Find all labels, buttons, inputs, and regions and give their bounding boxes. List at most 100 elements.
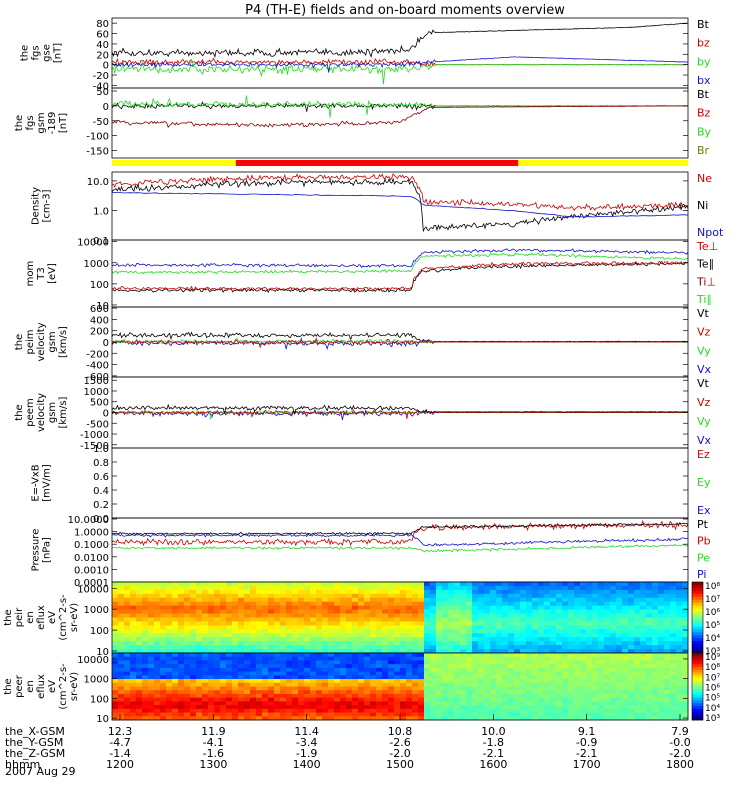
heatmap-cell: [148, 690, 155, 695]
heatmap-cell: [154, 660, 161, 665]
heatmap-cell: [574, 716, 581, 721]
heatmap-cell: [244, 601, 251, 607]
heatmap-cell: [532, 679, 539, 684]
heatmap-cell: [178, 617, 185, 622]
heatmap-cell: [658, 653, 665, 658]
heatmap-cell: [418, 686, 425, 691]
heatmap-cell: [268, 701, 275, 706]
heatmap-cell: [202, 660, 209, 665]
heatmap-cell: [154, 601, 161, 607]
heatmap-cell: [136, 679, 143, 684]
heatmap-cell: [394, 582, 401, 587]
heatmap-cell: [232, 671, 239, 676]
heatmap-cell: [196, 679, 203, 684]
heatmap-cell: [274, 656, 281, 661]
y-tick-label: -50: [93, 117, 109, 128]
heatmap-cell: [502, 705, 509, 710]
heatmap-cell: [196, 664, 203, 669]
heatmap-cell: [604, 701, 611, 706]
heatmap-cell: [334, 671, 341, 676]
heatmap-cell: [268, 653, 275, 658]
heatmap-cell: [574, 613, 581, 618]
heatmap-cell: [394, 667, 401, 673]
heatmap-cell: [514, 605, 521, 611]
heatmap-cell: [352, 585, 359, 591]
heatmap-cell: [340, 589, 347, 595]
heatmap-cell: [214, 697, 221, 702]
heatmap-cell: [478, 582, 485, 587]
heatmap-cell: [184, 686, 191, 691]
heatmap-cell: [604, 712, 611, 717]
heatmap-cell: [652, 637, 659, 642]
heatmap-cell: [400, 589, 407, 595]
heatmap-cell: [652, 675, 659, 680]
heatmap-cell: [148, 593, 155, 599]
heatmap-cell: [292, 597, 299, 603]
heatmap-cell: [538, 675, 545, 680]
heatmap-cell: [550, 686, 557, 691]
heatmap-cell: [418, 645, 425, 650]
heatmap-cell: [544, 582, 551, 587]
heatmap-cell: [640, 712, 647, 717]
heatmap-cell: [472, 667, 479, 673]
heatmap-cell: [616, 629, 623, 634]
heatmap-cell: [316, 675, 323, 680]
heatmap-cell: [448, 690, 455, 695]
heatmap-cell: [358, 621, 365, 626]
y-label-line: Pressure: [31, 529, 42, 572]
heatmap-cell: [568, 653, 575, 658]
heatmap-cell: [292, 679, 299, 684]
heatmap-cell: [412, 617, 419, 622]
heatmap-cell: [262, 656, 269, 661]
heatmap-cell: [490, 597, 497, 603]
heatmap-cell: [202, 582, 209, 587]
heatmap-cell: [166, 690, 173, 695]
heatmap-cell: [256, 629, 263, 634]
heatmap-cell: [442, 693, 449, 699]
heatmap-cell: [682, 708, 689, 713]
heatmap-cell: [328, 641, 335, 646]
heatmap-cell: [274, 686, 281, 691]
legend-entry-Pb: Pb: [697, 535, 711, 548]
heatmap-cell: [238, 660, 245, 665]
heatmap-cell: [616, 679, 623, 684]
heatmap-cell: [304, 653, 311, 658]
heatmap-cell: [244, 705, 251, 710]
heatmap-cell: [304, 675, 311, 680]
heatmap-cell: [190, 716, 197, 721]
heatmap-cell: [508, 686, 515, 691]
heatmap-cell: [280, 649, 287, 654]
heatmap-cell: [184, 679, 191, 684]
heatmap-cell: [196, 625, 203, 630]
heatmap-cell: [160, 605, 167, 611]
heatmap-cell: [376, 653, 383, 658]
y-label-line: the: [3, 678, 14, 694]
heatmap-cell: [286, 597, 293, 603]
heatmap-cell: [232, 609, 239, 614]
heatmap-cell: [580, 637, 587, 642]
legend-entry-Vy: Vy: [697, 415, 711, 428]
heatmap-cell: [424, 597, 431, 603]
heatmap-cell: [556, 605, 563, 611]
heatmap-cell: [322, 601, 329, 607]
heatmap-cell: [400, 667, 407, 673]
heatmap-cell: [646, 653, 653, 658]
heatmap-cell: [190, 705, 197, 710]
heatmap-cell: [580, 645, 587, 650]
heatmap-cell: [544, 671, 551, 676]
heatmap-cell: [124, 716, 131, 721]
heatmap-cell: [484, 701, 491, 706]
heatmap-cell: [346, 701, 353, 706]
heatmap-cell: [358, 593, 365, 599]
heatmap-cell: [472, 708, 479, 713]
heatmap-cell: [394, 701, 401, 706]
heatmap-cell: [340, 621, 347, 626]
heatmap-cell: [370, 621, 377, 626]
heatmap-cell: [190, 589, 197, 595]
heatmap-cell: [568, 649, 575, 654]
heatmap-cell: [508, 597, 515, 603]
heatmap-cell: [472, 701, 479, 706]
heatmap-cell: [118, 601, 125, 607]
heatmap-cell: [562, 690, 569, 695]
colorbar-step: [692, 593, 703, 598]
